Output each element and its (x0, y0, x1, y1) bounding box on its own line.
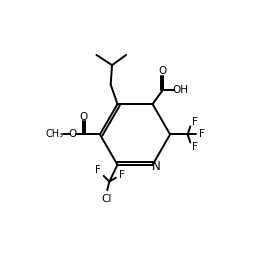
Text: O: O (159, 66, 167, 76)
Text: F: F (95, 166, 101, 176)
Text: F: F (192, 117, 198, 127)
Text: F: F (199, 129, 205, 139)
Text: F: F (119, 169, 125, 180)
Text: F: F (192, 142, 198, 152)
Text: O: O (69, 129, 77, 139)
Text: O: O (79, 112, 87, 122)
Text: CH₃: CH₃ (46, 129, 64, 139)
Text: N: N (151, 160, 160, 173)
Text: Cl: Cl (101, 194, 111, 204)
Text: OH: OH (172, 85, 188, 95)
